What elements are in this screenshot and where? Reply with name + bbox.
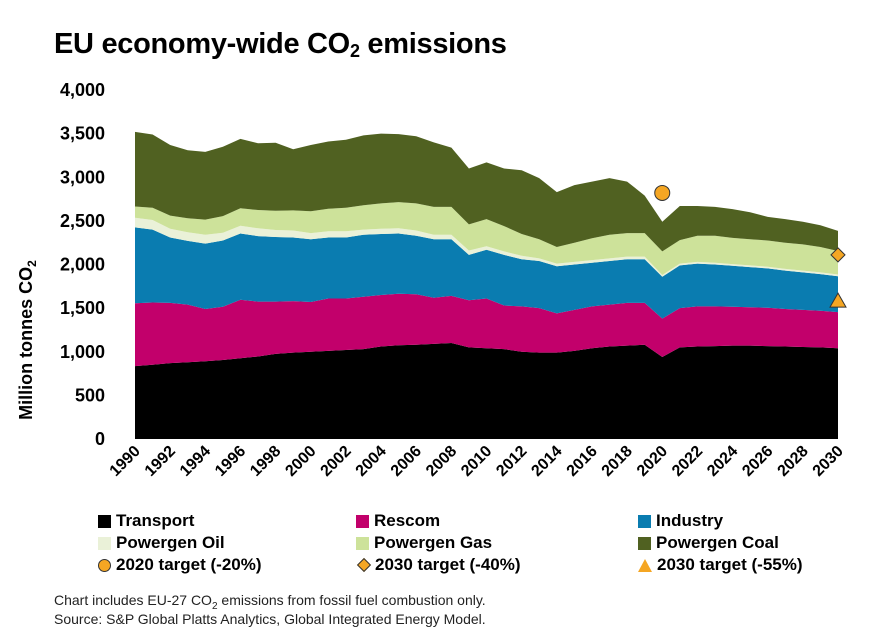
area-powergen-gas [135,202,838,275]
x-tick-label: 2026 [739,443,776,480]
x-tick-label: 2016 [564,443,601,480]
emissions-area-chart: 05001,0001,5002,0002,5003,0003,5004,000 … [16,80,847,480]
x-tick-label: 2022 [669,443,706,480]
legend-item-powergen-coal: Powergen Coal [638,533,779,553]
legend-item-rescom: Rescom [356,511,440,531]
triangle-marker-icon [638,558,652,572]
area-rescom [135,293,838,367]
legend-item-transport: Transport [98,511,194,531]
x-tick-label: 2004 [353,443,390,480]
legend-item-2030-target-55: 2030 target (-55%) [638,555,803,575]
x-tick-label: 2014 [528,443,565,480]
x-tick-label: 2008 [423,443,460,480]
legend-item-powergen-gas: Powergen Gas [356,533,492,553]
area-transport [135,343,838,439]
target-marker-triangle [829,292,847,308]
diamond-marker-icon [356,557,372,573]
x-tick-label: 1998 [247,443,284,480]
area-powergen-oil [135,217,838,277]
area-series-group [135,131,838,439]
area-powergen-coal [135,131,838,252]
legend-label: Transport [116,511,195,530]
legend-item-2020-target: 2020 target (-20%) [98,555,262,575]
y-tick-label: 3,000 [60,167,105,187]
x-tick-label: 2006 [388,443,425,480]
x-tick-label: 2010 [458,443,495,480]
legend-swatch-powergen-oil [98,536,111,550]
x-tick-label: 1992 [142,443,179,480]
y-tick-label: 500 [75,385,105,405]
x-tick-label: 2024 [704,443,741,480]
x-tick-label: 2020 [634,443,671,480]
x-tick-label: 1996 [212,443,249,480]
footnote-source: Source: S&P Global Platts Analytics, Glo… [54,611,486,627]
y-tick-label: 1,500 [60,298,105,318]
area-industry [135,227,838,319]
x-axis-ticks: 1990199219941996199820002002200420062008… [107,443,847,480]
y-tick-label: 1,000 [60,342,105,362]
x-tick-label: 2018 [599,443,636,480]
legend-label: Industry [656,511,724,530]
legend-label: 2020 target (-20%) [116,555,262,574]
legend-swatch-industry [638,514,651,528]
legend-swatch-powergen-gas [356,536,369,550]
x-tick-label: 1994 [177,443,214,480]
legend-swatch-powergen-coal [638,536,651,550]
footnote-scope: Chart includes EU-27 CO2 emissions from … [54,592,486,612]
y-tick-label: 2,000 [60,255,105,275]
legend-item-powergen-oil: Powergen Oil [98,533,225,553]
legend-item-industry: Industry [638,511,723,531]
legend-label: 2030 target (-55%) [657,555,803,574]
y-axis-ticks: 0 500 1,000 1,500 2,000 2,500 3,000 3,500 4,000 [60,80,105,449]
target-marker-diamond [830,247,846,263]
x-tick-label: 2000 [282,443,319,480]
legend-label: Powergen Coal [656,533,779,552]
target-markers [654,184,847,308]
legend-label: Powergen Gas [374,533,493,552]
x-tick-label: 2030 [810,443,847,480]
circle-marker-icon [98,558,111,572]
y-tick-label: 3,500 [60,124,105,144]
legend-label: Powergen Oil [116,533,225,552]
legend-swatch-rescom [356,514,369,528]
chart-title: EU economy-wide CO2 emissions [54,28,507,61]
legend-item-2030-target-40: 2030 target (-40%) [356,555,521,575]
y-tick-label: 2,500 [60,211,105,231]
x-tick-label: 1990 [107,443,144,480]
y-tick-label: 0 [95,429,105,449]
x-tick-label: 2028 [775,443,812,480]
x-tick-label: 2012 [493,443,530,480]
legend-label: Rescom [374,511,441,530]
y-tick-label: 4,000 [60,80,105,100]
x-tick-label: 2002 [318,443,355,480]
legend-label: 2030 target (-40%) [375,555,521,574]
y-axis-label: Million tonnes CO2 [16,260,39,420]
target-marker-circle [654,184,671,201]
legend-swatch-transport [98,514,111,528]
